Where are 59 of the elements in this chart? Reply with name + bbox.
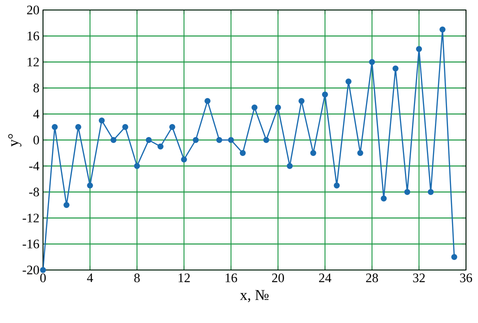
point bbox=[346, 78, 352, 84]
point bbox=[40, 267, 46, 273]
y-tick-label: 4 bbox=[33, 110, 40, 118]
y-tick-label: -16 bbox=[22, 240, 40, 248]
point bbox=[380, 196, 387, 202]
x-tick-label: 16 bbox=[226, 274, 238, 282]
point bbox=[122, 124, 128, 130]
point bbox=[428, 189, 434, 195]
y-tick-label: 0 bbox=[34, 136, 39, 144]
point bbox=[334, 182, 340, 188]
point bbox=[252, 104, 258, 110]
point bbox=[192, 137, 199, 143]
y-tick-label: -4 bbox=[29, 162, 40, 170]
point bbox=[75, 124, 82, 130]
y-tick-label: -12 bbox=[22, 214, 39, 222]
y-axis-title: y° bbox=[8, 134, 22, 147]
point bbox=[286, 163, 293, 169]
y-tick-label: 12 bbox=[28, 58, 39, 66]
x-tick-label: 28 bbox=[366, 274, 378, 282]
point bbox=[204, 98, 210, 104]
point bbox=[158, 144, 164, 150]
y-tick-label: 16 bbox=[28, 32, 40, 40]
x-tick-label: 32 bbox=[413, 274, 425, 282]
x-tick-label: 4 bbox=[87, 274, 94, 282]
point bbox=[392, 66, 398, 72]
x-tick-label: 20 bbox=[272, 274, 284, 282]
point bbox=[216, 137, 222, 143]
point bbox=[87, 182, 93, 188]
point bbox=[416, 46, 422, 52]
point bbox=[110, 137, 116, 143]
y-tick-label: -8 bbox=[29, 188, 39, 196]
y-tick-label: -20 bbox=[22, 266, 39, 274]
point bbox=[357, 150, 364, 156]
x-tick-label: 0 bbox=[40, 274, 46, 282]
point bbox=[240, 150, 246, 156]
point bbox=[440, 26, 446, 32]
x-tick-label: 36 bbox=[460, 274, 472, 282]
point bbox=[98, 118, 105, 124]
x-tick-label: 24 bbox=[319, 274, 332, 282]
point bbox=[451, 254, 458, 260]
point bbox=[134, 163, 140, 169]
x-axis-title: x, № bbox=[240, 290, 269, 302]
point bbox=[263, 137, 270, 143]
point bbox=[146, 137, 152, 143]
point bbox=[181, 156, 187, 162]
point bbox=[64, 202, 70, 208]
point bbox=[310, 150, 316, 156]
point bbox=[169, 124, 176, 130]
point bbox=[52, 124, 58, 130]
point bbox=[322, 92, 328, 98]
point bbox=[275, 104, 281, 110]
x-tick-label: 12 bbox=[178, 274, 190, 282]
y-tick-label: 8 bbox=[34, 84, 39, 92]
x-tick-label: 8 bbox=[134, 274, 140, 282]
point bbox=[298, 98, 304, 104]
point bbox=[228, 137, 234, 143]
y-tick-label: 20 bbox=[27, 6, 39, 14]
point bbox=[369, 59, 375, 65]
point bbox=[404, 189, 410, 195]
